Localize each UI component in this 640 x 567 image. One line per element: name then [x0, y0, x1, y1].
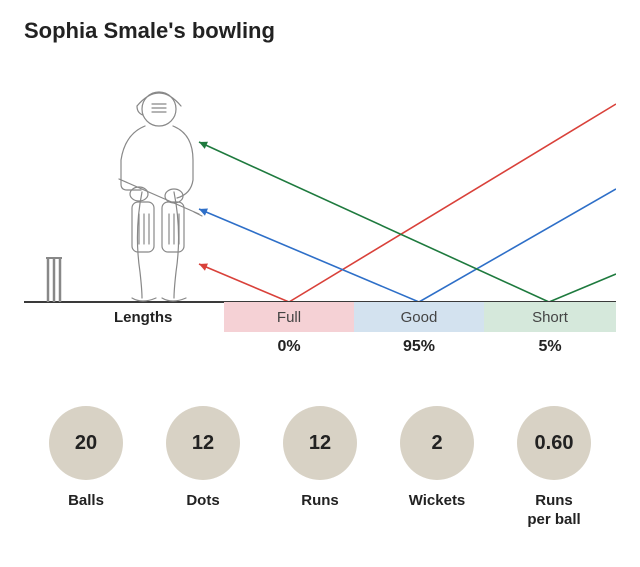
full-trajectory: [199, 104, 616, 302]
stat-wickets: 2 Wickets: [387, 406, 487, 530]
pitch-diagram: Lengths Full 0%Good 95%Short 5%: [24, 54, 616, 354]
good-trajectory: [199, 189, 616, 302]
short-trajectory: [199, 142, 616, 302]
stat-runs: 12 Runs: [270, 406, 370, 530]
stat-runs-label: Runs: [301, 492, 339, 511]
lengths-heading: Lengths: [114, 302, 172, 332]
length-pct-full: 0%: [224, 338, 354, 356]
stat-dots-label: Dots: [186, 492, 219, 511]
batter-icon: [119, 92, 202, 301]
stat-runs-per-ball: 0.60 Runsper ball: [504, 406, 604, 530]
length-segment-full: Full: [224, 302, 354, 332]
stumps-icon: [46, 258, 62, 302]
stat-wickets-label: Wickets: [409, 492, 466, 511]
stats-row: 20 Balls 12 Dots 12 Runs 2 Wickets 0.60 Runsper b…: [24, 406, 616, 530]
stat-runs-per-ball-value: 0.60: [517, 406, 591, 480]
stat-dots-value: 12: [166, 406, 240, 480]
length-segment-short: Short: [484, 302, 616, 332]
stat-runs-value: 12: [283, 406, 357, 480]
length-pct-short: 5%: [484, 338, 616, 356]
length-segment-good: Good: [354, 302, 484, 332]
stat-wickets-value: 2: [400, 406, 474, 480]
stat-balls-value: 20: [49, 406, 123, 480]
chart-title: Sophia Smale's bowling: [24, 18, 616, 44]
stat-balls-label: Balls: [68, 492, 104, 511]
stat-balls: 20 Balls: [36, 406, 136, 530]
length-pct-good: 95%: [354, 338, 484, 356]
stat-dots: 12 Dots: [153, 406, 253, 530]
stat-runs-per-ball-label: Runsper ball: [527, 492, 580, 530]
